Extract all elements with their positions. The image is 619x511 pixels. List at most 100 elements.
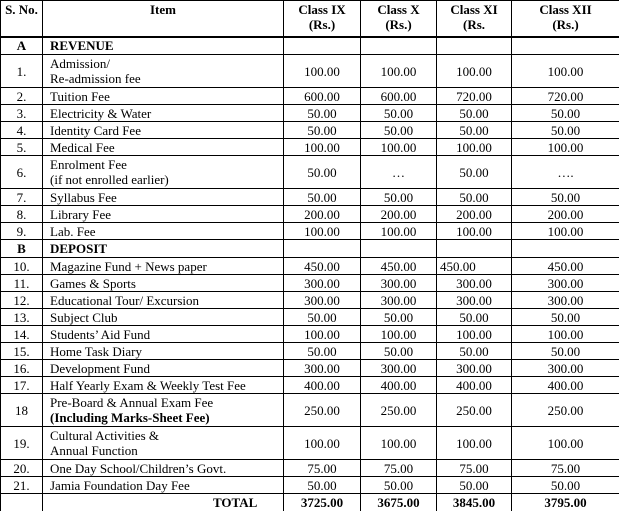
item-cell: Lab. Fee (42, 222, 284, 240)
value-cell: 100.00 (283, 426, 361, 460)
item-line: Jamia Foundation Day Fee (50, 477, 190, 493)
value-cell: 450.00 (283, 257, 361, 275)
section-row: A REVENUE (0, 36, 619, 55)
value-cell: 300.00 (283, 359, 361, 377)
serial-number-cell: B (0, 239, 43, 258)
serial-number-cell: 1. (0, 54, 43, 88)
value-cell: 3675.00 (360, 493, 437, 511)
item-cell: Syllabus Fee (42, 188, 284, 206)
col-header-item-label: Item (150, 2, 176, 17)
value-cell: 100.00 (436, 138, 512, 156)
value-cell (283, 239, 361, 258)
value-cell: 50.00 (436, 155, 512, 189)
value-cell: 100.00 (283, 54, 361, 88)
value-cell: 100.00 (511, 222, 619, 240)
table-row: 10. Magazine Fund + News paper 450.00 450.0… (0, 257, 619, 275)
table-row: 11. Games & Sports 300.00 300.00 300.00 300.0… (0, 274, 619, 292)
value-cell: 3795.00 (511, 493, 619, 511)
item-line: Library Fee (50, 206, 112, 222)
item-line: DEPOSIT (50, 241, 108, 256)
value-cell: 450.00 (436, 257, 512, 275)
total-row: TOTAL 3725.00 3675.00 3845.00 3795.00 (0, 493, 619, 511)
serial-number-cell: 16. (0, 359, 43, 377)
serial-number-cell: A (0, 36, 43, 55)
table-row: 20. One Day School/Children’s Govt. 75.00 7… (0, 459, 619, 477)
value-cell: 400.00 (283, 376, 361, 394)
col-header-item: Item (42, 0, 284, 38)
item-line: Subject Club (50, 309, 118, 325)
col-header-sno: S. No. (0, 0, 43, 38)
item-cell: Home Task Diary (42, 342, 284, 360)
item-line: Admission/ (50, 56, 110, 71)
table-row: 19. Cultural Activities & Annual Function 1… (0, 426, 619, 460)
header-row: S. No. Item Class IX (Rs.) Class X (Rs.)… (0, 0, 619, 38)
serial-number-cell: 5. (0, 138, 43, 156)
serial-number-cell: 12. (0, 291, 43, 309)
value-cell: 50.00 (511, 342, 619, 360)
serial-number-cell: 2. (0, 87, 43, 105)
item-line: Enrolment Fee (50, 157, 127, 172)
serial-number-cell: 4. (0, 121, 43, 139)
table-row: 3. Electricity & Water 50.00 50.00 50.00 50.0… (0, 104, 619, 122)
value-cell: 600.00 (360, 87, 437, 105)
item-cell: Cultural Activities & Annual Function (42, 426, 284, 460)
serial-number-cell: 7. (0, 188, 43, 206)
item-line: Electricity & Water (50, 105, 152, 121)
value-cell: 100.00 (283, 222, 361, 240)
table-row: 1. Admission/Re-admission fee 100.00 100.00… (0, 54, 619, 88)
value-cell: 50.00 (511, 308, 619, 326)
value-cell (511, 36, 619, 55)
value-cell: 250.00 (360, 393, 437, 427)
item-line: (Including Marks-Sheet Fee) (50, 410, 210, 425)
item-line: (if not enrolled earlier) (50, 172, 169, 187)
serial-number-cell: 9. (0, 222, 43, 240)
value-cell: 300.00 (360, 359, 437, 377)
table-row: 4. Identity Card Fee 50.00 50.00 50.00 50.00 (0, 121, 619, 139)
item-line: Educational Tour/ Excursion (50, 292, 200, 308)
value-cell: 400.00 (360, 376, 437, 394)
table-row: 2. Tuition Fee 600.00 600.00 720.00 720.00 (0, 87, 619, 105)
item-line: Medical Fee (50, 139, 115, 155)
col-header-class-xii: Class XII (Rs.) (511, 0, 619, 38)
item-line: Re-admission fee (50, 71, 141, 86)
value-cell: 450.00 (360, 257, 437, 275)
table-row: 7. Syllabus Fee 50.00 50.00 50.00 50.00 (0, 188, 619, 206)
serial-number-cell: 17. (0, 376, 43, 394)
value-cell: 300.00 (283, 274, 361, 292)
col-header-sno-label: S. No. (5, 2, 38, 17)
value-cell: 50.00 (283, 342, 361, 360)
value-cell: 50.00 (436, 476, 512, 494)
item-cell: Tuition Fee (42, 87, 284, 105)
serial-number-cell: 18 (0, 393, 43, 427)
item-cell: Games & Sports (42, 274, 284, 292)
value-cell: 50.00 (283, 188, 361, 206)
value-cell: 50.00 (283, 121, 361, 139)
value-cell: 50.00 (360, 342, 437, 360)
item-cell: Pre-Board & Annual Exam Fee (Including Ma… (42, 393, 284, 427)
value-cell: 50.00 (283, 104, 361, 122)
serial-number-cell: 10. (0, 257, 43, 275)
value-cell: 720.00 (436, 87, 512, 105)
value-cell: 300.00 (360, 291, 437, 309)
table-row: 16. Development Fund 300.00 300.00 300.00 300… (0, 359, 619, 377)
value-cell: 200.00 (283, 205, 361, 223)
value-cell: 200.00 (436, 205, 512, 223)
value-cell: 50.00 (511, 188, 619, 206)
item-cell: Half Yearly Exam & Weekly Test Fee (42, 376, 284, 394)
value-cell: 200.00 (360, 205, 437, 223)
value-cell: 50.00 (436, 188, 512, 206)
value-cell: 100.00 (436, 325, 512, 343)
value-cell: 600.00 (283, 87, 361, 105)
section-row: B DEPOSIT (0, 239, 619, 258)
value-cell: 50.00 (283, 476, 361, 494)
item-line: Students’ Aid Fund (50, 326, 151, 342)
item-cell: TOTAL (42, 493, 284, 511)
item-cell: Magazine Fund + News paper (42, 257, 284, 275)
value-cell: 100.00 (360, 426, 437, 460)
value-cell: 100.00 (360, 138, 437, 156)
item-cell: Development Fund (42, 359, 284, 377)
item-line: REVENUE (50, 38, 114, 54)
value-cell: 100.00 (360, 54, 437, 88)
value-cell: 50.00 (360, 308, 437, 326)
value-cell: 100.00 (436, 222, 512, 240)
